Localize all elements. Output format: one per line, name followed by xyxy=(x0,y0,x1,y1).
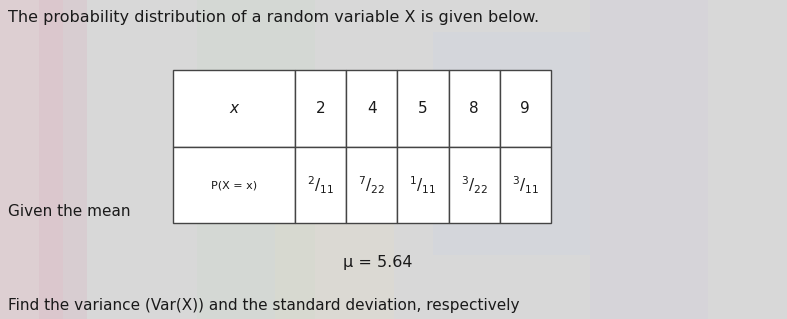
Bar xyxy=(500,147,551,223)
Bar xyxy=(500,70,551,147)
Text: $^{1}/_{11}$: $^{1}/_{11}$ xyxy=(409,174,437,196)
Text: P(X = x): P(X = x) xyxy=(211,180,257,190)
Bar xyxy=(433,32,590,255)
Text: Given the mean: Given the mean xyxy=(8,204,131,219)
Text: 8: 8 xyxy=(469,101,479,116)
Bar xyxy=(397,70,449,147)
Bar xyxy=(295,70,346,147)
Bar xyxy=(397,147,449,223)
Bar xyxy=(173,70,295,147)
Text: 4: 4 xyxy=(367,101,377,116)
Text: The probability distribution of a random variable X is given below.: The probability distribution of a random… xyxy=(8,10,539,25)
Text: 2: 2 xyxy=(316,101,326,116)
Bar xyxy=(173,147,295,223)
Bar xyxy=(295,147,346,223)
Text: μ = 5.64: μ = 5.64 xyxy=(343,255,412,270)
Text: x: x xyxy=(230,101,238,116)
Text: $^{7}/_{22}$: $^{7}/_{22}$ xyxy=(358,174,386,196)
Bar xyxy=(590,0,708,319)
Text: $^{2}/_{11}$: $^{2}/_{11}$ xyxy=(307,174,334,196)
Bar xyxy=(449,70,500,147)
Text: 9: 9 xyxy=(520,101,530,116)
Text: Find the variance (Var(X)) and the standard deviation, respectively: Find the variance (Var(X)) and the stand… xyxy=(8,298,519,313)
Bar xyxy=(346,147,397,223)
Bar xyxy=(275,160,394,319)
Bar xyxy=(39,0,87,319)
Text: 5: 5 xyxy=(418,101,428,116)
Bar xyxy=(346,70,397,147)
Bar xyxy=(449,147,500,223)
Text: $^{3}/_{11}$: $^{3}/_{11}$ xyxy=(512,174,539,196)
Text: $^{3}/_{22}$: $^{3}/_{22}$ xyxy=(460,174,488,196)
Bar xyxy=(197,0,315,319)
Bar xyxy=(0,0,63,319)
